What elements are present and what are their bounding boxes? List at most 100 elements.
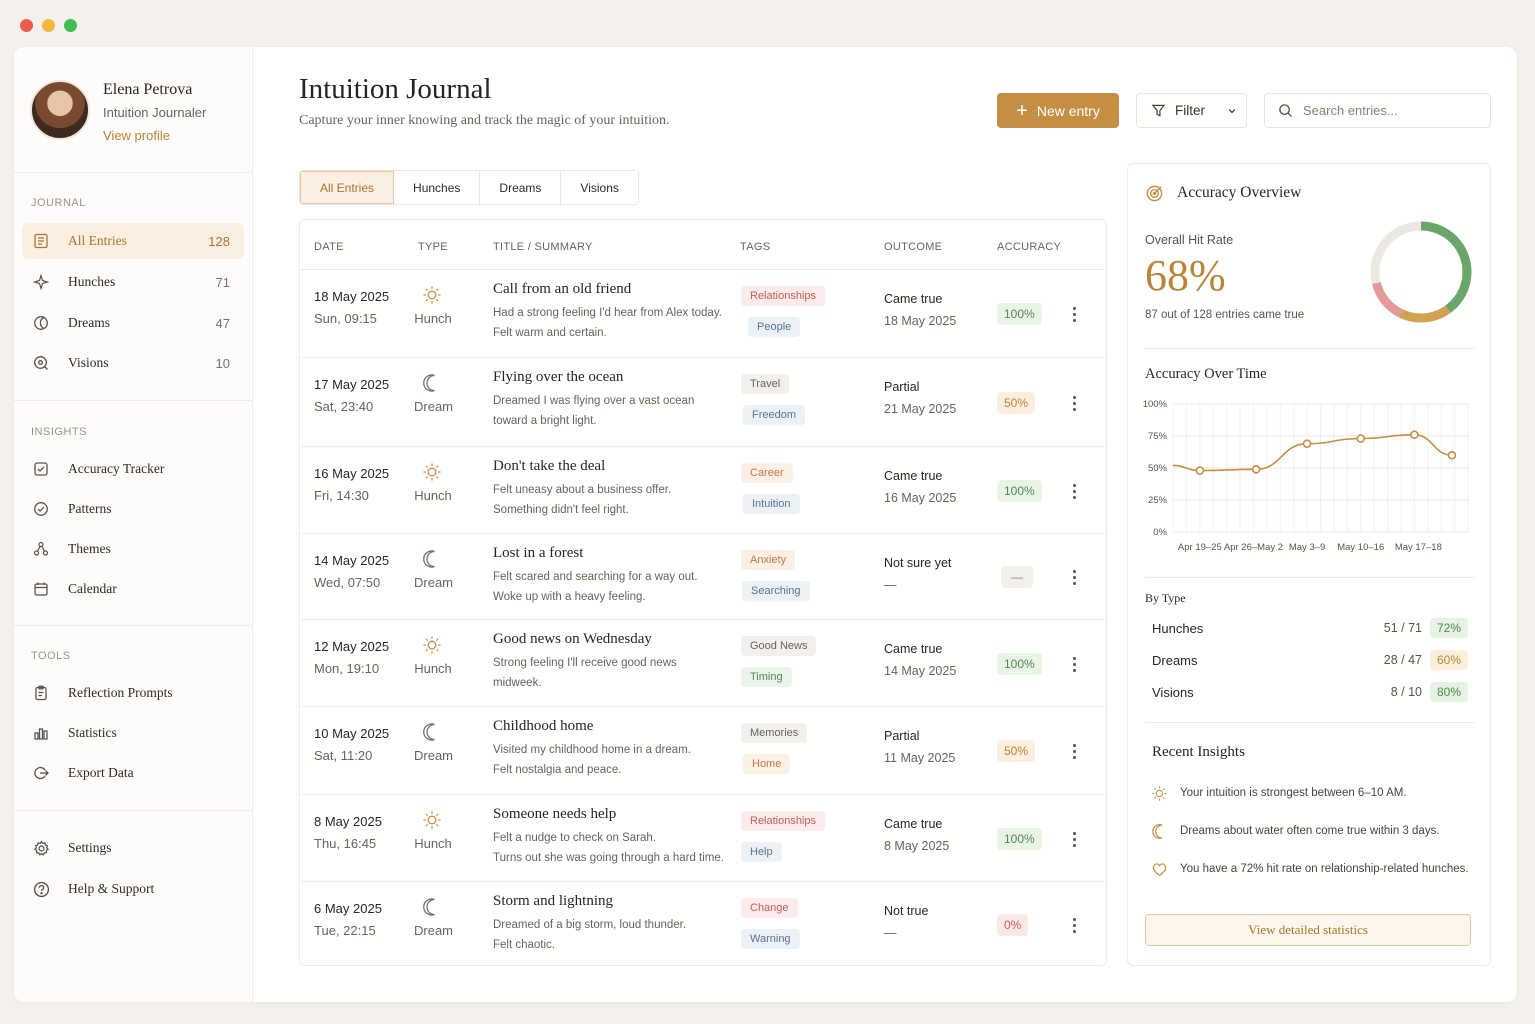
by-type-name: Visions	[1152, 684, 1194, 700]
view-detailed-statistics-button[interactable]: View detailed statistics	[1145, 914, 1471, 946]
tag[interactable]: Timing	[741, 667, 792, 687]
tag[interactable]: Anxiety	[741, 550, 796, 570]
tag[interactable]: Relationships	[741, 811, 826, 831]
entry-title[interactable]: Good news on Wednesday	[493, 631, 652, 647]
tag[interactable]: People	[748, 317, 801, 337]
sidebar-item-help[interactable]: Help & Support	[22, 871, 244, 907]
bar-chart-icon	[32, 724, 50, 742]
sidebar-item-patterns[interactable]: Patterns	[22, 491, 244, 527]
entry-title[interactable]: Call from an old friend	[493, 281, 632, 297]
col-accuracy-header[interactable]: ACCURACY	[997, 241, 1062, 253]
moon-icon	[420, 371, 444, 395]
sidebar-item-hunches[interactable]: Hunches 71	[22, 264, 244, 300]
sun-icon	[420, 460, 444, 484]
tab-visions[interactable]: Visions	[561, 171, 638, 204]
tab-all-entries[interactable]: All Entries	[300, 171, 395, 204]
entry-title[interactable]: Childhood home	[493, 718, 594, 734]
table-row[interactable]: 14 May 2025 Wed, 07:50 Dream Lost in a fore…	[300, 534, 1106, 620]
entry-title[interactable]: Lost in a forest	[493, 545, 584, 561]
gear-icon	[32, 839, 50, 857]
avatar[interactable]	[30, 80, 90, 140]
insight-text: Dreams about water often come true withi…	[1180, 825, 1440, 837]
entry-summary: Felt uneasy about a business offer. Somet…	[493, 480, 731, 520]
table-row[interactable]: 18 May 2025 Sun, 09:15 Hunch Call from an o…	[300, 270, 1106, 358]
sidebar-item-settings[interactable]: Settings	[22, 830, 244, 866]
sidebar-item-visions[interactable]: Visions 10	[22, 345, 244, 381]
filter-button[interactable]: Filter	[1136, 93, 1247, 128]
more-options-icon[interactable]	[1066, 915, 1082, 935]
table-row[interactable]: 8 May 2025 Thu, 16:45 Hunch Someone needs h…	[300, 795, 1106, 882]
entry-title[interactable]: Flying over the ocean	[493, 369, 624, 385]
close-window-button[interactable]	[20, 19, 33, 32]
col-date-header[interactable]: DATE	[314, 241, 344, 253]
entry-date: 10 May 2025	[314, 726, 390, 741]
tab-dreams[interactable]: Dreams	[480, 171, 562, 204]
search-input[interactable]	[1303, 103, 1473, 118]
entry-title[interactable]: Storm and lightning	[493, 893, 613, 909]
sidebar-item-accuracy-tracker[interactable]: Accuracy Tracker	[22, 451, 244, 487]
nodes-icon	[32, 540, 50, 558]
sidebar-item-reflection-prompts[interactable]: Reflection Prompts	[22, 675, 244, 711]
tag[interactable]: Intuition	[743, 494, 800, 514]
col-outcome-header[interactable]: OUTCOME	[884, 241, 943, 253]
more-options-icon[interactable]	[1066, 481, 1082, 501]
new-entry-button[interactable]: + New entry	[997, 93, 1119, 128]
sidebar-item-calendar[interactable]: Calendar	[22, 571, 244, 607]
more-options-icon[interactable]	[1066, 304, 1082, 324]
tag[interactable]: Travel	[741, 374, 790, 394]
table-row[interactable]: 10 May 2025 Sat, 11:20 Dream Childhood home…	[300, 707, 1106, 795]
tag[interactable]: Memories	[741, 723, 808, 743]
entry-date: 17 May 2025	[314, 377, 390, 392]
sidebar-item-export-data[interactable]: Export Data	[22, 755, 244, 791]
entry-type: Hunch	[414, 836, 452, 851]
minimize-window-button[interactable]	[42, 19, 55, 32]
table-row[interactable]: 6 May 2025 Tue, 22:15 Dream Storm and light…	[300, 882, 1106, 967]
more-options-icon[interactable]	[1066, 393, 1082, 413]
tag[interactable]: Warning	[741, 929, 800, 949]
tag[interactable]: Home	[743, 754, 791, 774]
entry-title[interactable]: Someone needs help	[493, 806, 617, 822]
by-type-ratio: 28 / 47	[1383, 653, 1422, 667]
entry-date: 14 May 2025	[314, 553, 390, 568]
entry-type: Hunch	[414, 661, 452, 676]
sidebar-item-dreams[interactable]: Dreams 47	[22, 305, 244, 341]
more-options-icon[interactable]	[1066, 567, 1082, 587]
sidebar-item-all-entries[interactable]: All Entries 128	[22, 223, 244, 259]
table-row[interactable]: 16 May 2025 Fri, 14:30 Hunch Don't take the…	[300, 447, 1106, 534]
table-row[interactable]: 12 May 2025 Mon, 19:10 Hunch Good news on W…	[300, 620, 1106, 707]
more-options-icon[interactable]	[1066, 829, 1082, 849]
tag[interactable]: Change	[741, 898, 798, 918]
sidebar-item-statistics[interactable]: Statistics	[22, 715, 244, 751]
table-header: DATE TYPE TITLE / SUMMARY TAGS OUTCOME A…	[300, 220, 1106, 270]
more-options-icon[interactable]	[1066, 741, 1082, 761]
tag[interactable]: Relationships	[741, 286, 826, 306]
entry-date: 18 May 2025	[314, 289, 390, 304]
entry-date: 8 May 2025	[314, 814, 382, 829]
table-row[interactable]: 17 May 2025 Sat, 23:40 Dream Flying over th…	[300, 358, 1106, 447]
sidebar-item-count: 71	[215, 274, 230, 290]
entry-outcome: Came true	[884, 469, 943, 483]
col-title-header[interactable]: TITLE / SUMMARY	[493, 241, 593, 253]
chart-y-tick: 75%	[1148, 431, 1168, 442]
accuracy-panel: Accuracy Overview Overall Hit Rate 68% 8…	[1127, 163, 1491, 966]
col-type-header[interactable]: TYPE	[418, 241, 448, 253]
col-tags-header[interactable]: TAGS	[740, 241, 771, 253]
tag[interactable]: Help	[741, 842, 782, 862]
entry-outcome-date: 21 May 2025	[884, 402, 957, 416]
view-profile-link[interactable]: View profile	[103, 128, 170, 143]
by-type-name: Hunches	[1152, 620, 1204, 636]
entry-date: 6 May 2025	[314, 901, 382, 916]
tag[interactable]: Freedom	[743, 405, 806, 425]
maximize-window-button[interactable]	[64, 19, 77, 32]
sidebar-item-themes[interactable]: Themes	[22, 531, 244, 567]
entry-summary-line: Felt uneasy about a business offer.	[493, 484, 672, 496]
entry-title[interactable]: Don't take the deal	[493, 458, 606, 474]
tag[interactable]: Searching	[742, 581, 810, 601]
tab-hunches[interactable]: Hunches	[394, 171, 481, 204]
entry-outcome-date: 16 May 2025	[884, 491, 957, 505]
more-options-icon[interactable]	[1066, 654, 1082, 674]
accuracy-overview-title: Accuracy Overview	[1177, 184, 1302, 201]
tag[interactable]: Career	[741, 463, 793, 483]
entry-summary-line: Dreamed of a big storm, loud thunder.	[493, 919, 687, 931]
tag[interactable]: Good News	[741, 636, 817, 656]
